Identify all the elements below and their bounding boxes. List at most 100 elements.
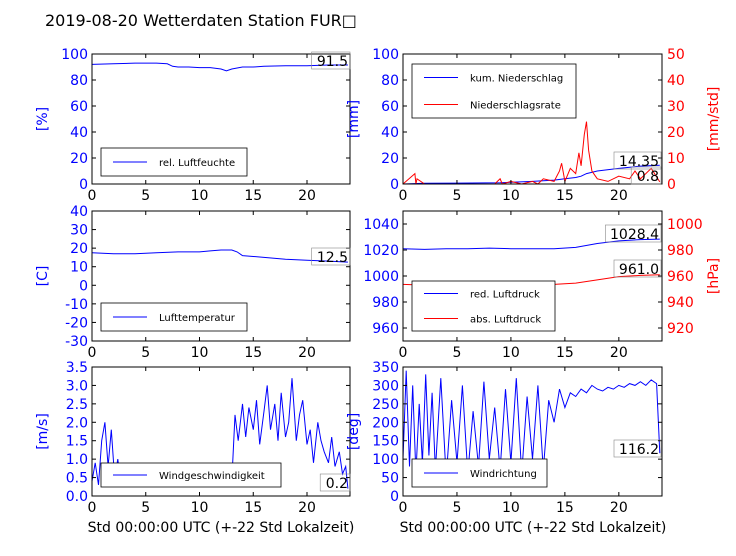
y-tick-label: 40	[381, 125, 399, 141]
y-right-tick-label: 920	[667, 321, 694, 337]
last-value-box	[613, 151, 662, 170]
legend-entry: red. Luftdruck	[470, 290, 540, 301]
y-tick-label: 60	[381, 99, 399, 115]
y-tick-label: 350	[372, 360, 399, 376]
y-axis-label: [C]	[35, 266, 51, 287]
legend-6: Windrichtung	[411, 458, 548, 488]
last-value-box	[605, 224, 662, 243]
chart-panel-2: 0 5 10 15 20 0 20 40 60 80 100 0 10 20 30 40 50 [mm] [mm/s…	[346, 47, 722, 204]
x-tick-label: 0	[399, 500, 408, 516]
y-tick-label: -30	[65, 334, 88, 350]
legend-4: red. Luftdruck abs. Luftdruck	[411, 280, 556, 332]
y-tick-label: 3.5	[66, 360, 88, 376]
y-right-tick-label: 960	[667, 269, 694, 285]
x-tick-label: 20	[610, 345, 628, 361]
y-axis-label: [m/s]	[35, 413, 51, 450]
last-value-label: 1028.4	[610, 227, 659, 243]
y-tick-label: 0	[390, 489, 399, 505]
y-tick-label: -10	[65, 297, 88, 313]
y-tick-label: 0	[390, 177, 399, 193]
x-tick-label: 15	[556, 188, 574, 204]
x-tick-label: 5	[452, 500, 461, 516]
x-tick-label: 20	[298, 188, 316, 204]
x-tick-label: 0	[88, 500, 97, 516]
x-axis-label-left: Std 00:00:00 UTC (+-22 Std Lokalzeit)	[88, 520, 355, 536]
last-value-box	[630, 166, 662, 185]
y-right-tick-label: 30	[667, 99, 685, 115]
y-right-tick-label: 40	[667, 73, 685, 89]
legend-3: Lufttemperatur	[100, 302, 248, 332]
x-tick-label: 0	[399, 345, 408, 361]
x-tick-label: 15	[556, 500, 574, 516]
legend-entry: Windgeschwindigkeit	[159, 471, 265, 482]
y-tick-label: 1040	[363, 217, 399, 233]
legend-entry: abs. Luftdruck	[470, 315, 541, 326]
legend-entry: Windrichtung	[470, 469, 537, 480]
y-tick-label: 40	[70, 204, 88, 220]
y-tick-label: 0	[79, 177, 88, 193]
x-tick-label: 20	[610, 188, 628, 204]
plot-frame-1	[91, 53, 351, 185]
y-tick-label: 960	[372, 321, 399, 337]
series-line-2-2	[402, 121, 661, 185]
y-axis-label: [%]	[35, 107, 51, 131]
x-tick-label: 0	[88, 345, 97, 361]
last-value-box	[311, 51, 351, 70]
chart-panel-5: 0 5 10 15 20 0.0 0.5 1.0 1.5 2.0 2.5 3.0 3.5 [m/s] Win…	[35, 360, 351, 516]
last-value-label: 961.0	[619, 262, 659, 278]
y-tick-label: 1020	[363, 243, 399, 259]
y-right-tick-label: 10	[667, 151, 685, 167]
last-value-label: 91.5	[317, 54, 348, 70]
legend-box	[411, 63, 577, 119]
y-tick-label: 40	[70, 125, 88, 141]
last-value-box	[319, 473, 351, 492]
y-tick-label: 1.0	[66, 452, 88, 468]
y-axis-label: [deg]	[346, 413, 362, 450]
legend-1: rel. Luftfeuchte	[100, 147, 248, 177]
y-right-axis-label: [mm/std]	[706, 87, 722, 152]
legend-entry: rel. Luftfeuchte	[159, 158, 235, 169]
y-tick-label: 100	[61, 47, 88, 63]
x-tick-label: 5	[452, 345, 461, 361]
x-tick-label: 20	[298, 345, 316, 361]
y-axis-label: [mm]	[346, 100, 362, 138]
last-value-label: 12.5	[317, 250, 348, 266]
y-tick-label: 30	[70, 223, 88, 239]
y-tick-label: 80	[70, 73, 88, 89]
y-tick-label: 2.0	[66, 415, 88, 431]
y-tick-label: 20	[70, 241, 88, 257]
y-tick-label: 10	[70, 260, 88, 276]
y-tick-label: 1.5	[66, 434, 88, 450]
x-tick-label: 10	[191, 188, 209, 204]
legend-5: Windgeschwindigkeit	[100, 462, 282, 488]
y-right-axis-label: [hPa]	[706, 258, 722, 294]
plot-frame-3	[91, 210, 351, 342]
y-right-tick-label: 940	[667, 295, 694, 311]
last-value-box	[613, 439, 662, 458]
chart-panel-3: 0 5 10 15 20 -30 -20 -10 0 10 20 30 40 [C] Lufttempera…	[35, 204, 351, 361]
x-tick-label: 5	[141, 500, 150, 516]
y-tick-label: 20	[381, 151, 399, 167]
y-tick-label: 0	[79, 278, 88, 294]
chart-panel-6: 0 5 10 15 20050100150200250300350[deg]Windri…	[346, 360, 663, 516]
x-tick-label: 10	[502, 188, 520, 204]
x-tick-label: 15	[556, 345, 574, 361]
x-tick-label: 10	[502, 500, 520, 516]
y-tick-label: -20	[65, 315, 88, 331]
y-right-tick-label: 50	[667, 47, 685, 63]
plot-frame-6	[402, 366, 663, 497]
y-tick-label: 20	[70, 151, 88, 167]
legend-entry: Niederschlagsrate	[470, 101, 561, 112]
last-value-box	[613, 259, 662, 278]
x-tick-label: 10	[502, 345, 520, 361]
series-line-4-1	[402, 238, 660, 250]
x-tick-label: 5	[452, 188, 461, 204]
y-tick-label: 200	[372, 415, 399, 431]
y-right-tick-label: 980	[667, 243, 694, 259]
legend-2: kum. Niederschlag Niederschlagsrate	[411, 63, 577, 119]
x-tick-label: 15	[244, 500, 262, 516]
y-tick-label: 250	[372, 397, 399, 413]
legend-entry: Lufttemperatur	[159, 313, 236, 324]
plot-frame-5	[91, 366, 351, 497]
y-tick-label: 1000	[363, 269, 399, 285]
